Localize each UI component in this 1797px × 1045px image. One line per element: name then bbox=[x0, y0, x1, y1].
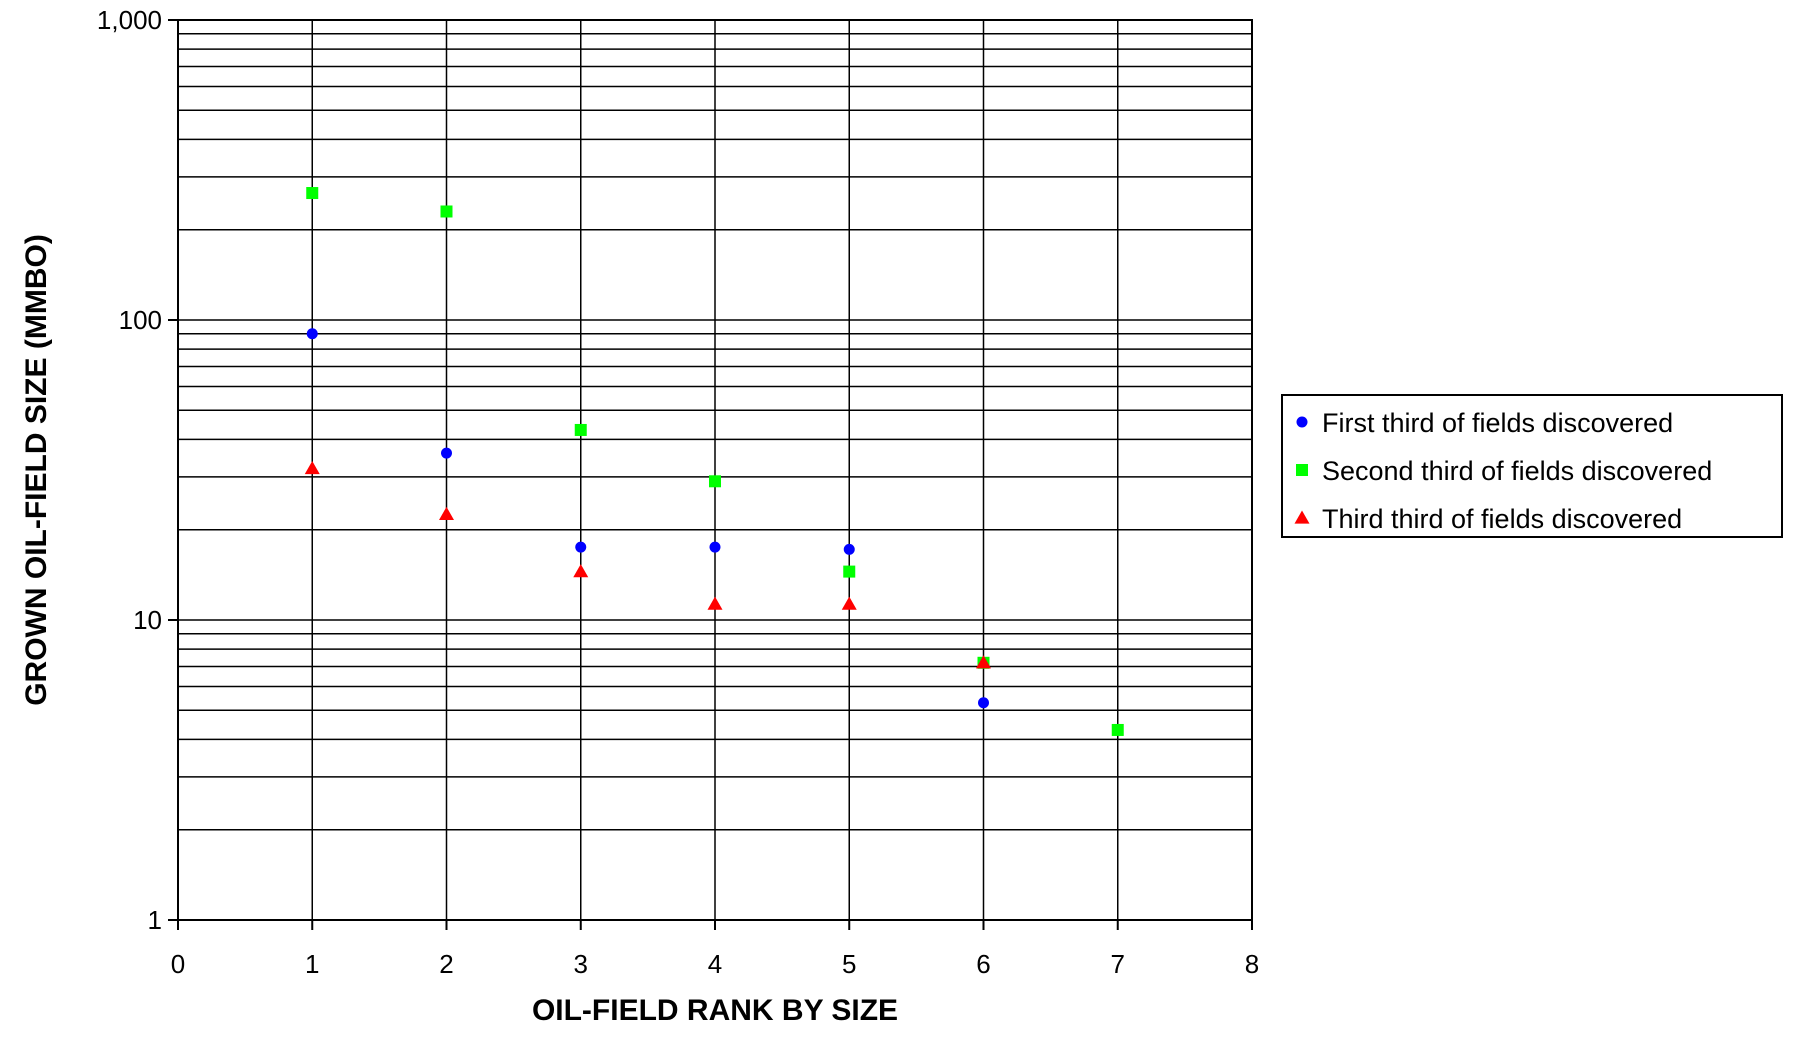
data-point-triangle-point bbox=[976, 655, 991, 669]
x-tick-label: 1 bbox=[305, 949, 319, 979]
legend-label: Third third of fields discovered bbox=[1322, 504, 1682, 534]
legend-label: Second third of fields discovered bbox=[1322, 456, 1712, 486]
legend-items: First third of fields discovered Second t… bbox=[1294, 408, 1712, 534]
data-point-circle-point bbox=[978, 697, 989, 709]
legend-label: First third of fields discovered bbox=[1322, 408, 1673, 438]
data-point-triangle-point bbox=[304, 460, 320, 475]
data-point-triangle-point bbox=[573, 564, 589, 578]
legend-item: Second third of fields discovered bbox=[1296, 456, 1712, 486]
data-point-circle-point bbox=[441, 447, 452, 459]
legend-item: Third third of fields discovered bbox=[1294, 504, 1682, 534]
x-tick-label: 4 bbox=[708, 949, 722, 979]
x-axis-title: OIL-FIELD RANK BY SIZE bbox=[532, 994, 898, 1027]
data-point-triangle-point bbox=[841, 596, 857, 610]
data-point-circle-point bbox=[575, 541, 587, 553]
data-point-circle-point bbox=[843, 543, 855, 555]
data-points bbox=[304, 187, 1124, 736]
y-tick-label: 10 bbox=[133, 605, 162, 635]
x-tick-label: 8 bbox=[1245, 949, 1259, 979]
legend-marker bbox=[1296, 464, 1308, 476]
x-tick-label: 3 bbox=[574, 949, 588, 979]
legend-marker bbox=[1296, 416, 1308, 428]
x-tick-label: 7 bbox=[1111, 949, 1125, 979]
data-point-square-point bbox=[574, 423, 587, 436]
data-point-square-point bbox=[1111, 723, 1124, 736]
series-3 bbox=[304, 460, 991, 669]
data-point-triangle-point bbox=[439, 506, 454, 520]
x-tick-label: 6 bbox=[976, 949, 990, 979]
data-point-square-point bbox=[843, 565, 856, 578]
axes bbox=[168, 19, 1253, 930]
legend-item: First third of fields discovered bbox=[1296, 408, 1673, 438]
y-tick-label: 100 bbox=[119, 305, 162, 335]
legend-box bbox=[1281, 394, 1783, 538]
series-1 bbox=[306, 328, 989, 709]
legend: First third of fields discovered Second t… bbox=[1281, 394, 1783, 538]
data-point-square-point bbox=[709, 475, 721, 488]
legend-marker bbox=[1294, 510, 1310, 524]
data-point-triangle-point bbox=[707, 596, 723, 610]
grid bbox=[177, 19, 1253, 921]
y-tick-label: 1 bbox=[148, 905, 162, 935]
data-point-circle-point bbox=[709, 541, 721, 553]
y-tick-label: 1,000 bbox=[97, 5, 162, 35]
y-axis-title: GROWN OIL-FIELD SIZE (MMBO) bbox=[20, 234, 53, 706]
x-tick-label: 2 bbox=[439, 949, 453, 979]
data-point-square-point bbox=[440, 205, 453, 218]
x-tick-label: 0 bbox=[171, 949, 185, 979]
data-point-circle-point bbox=[306, 328, 318, 340]
data-point-square-point bbox=[306, 187, 319, 200]
x-tick-label: 5 bbox=[842, 949, 856, 979]
